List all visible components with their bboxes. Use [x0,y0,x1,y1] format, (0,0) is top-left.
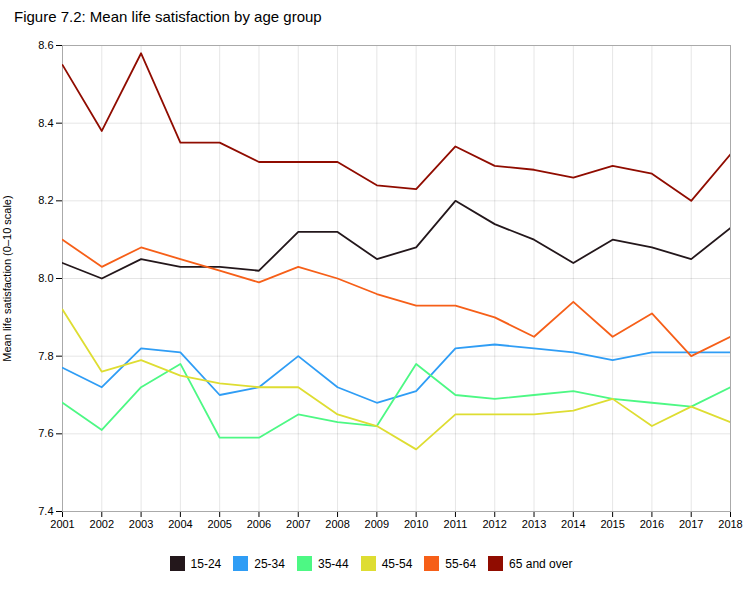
svg-text:2009: 2009 [365,518,389,530]
svg-text:2017: 2017 [679,518,703,530]
svg-text:2005: 2005 [207,518,231,530]
svg-text:8.2: 8.2 [38,194,53,206]
svg-text:Mean life satisfaction (0–10 s: Mean life satisfaction (0–10 scale) [1,195,13,361]
svg-text:7.4: 7.4 [38,505,53,517]
svg-text:2015: 2015 [600,518,624,530]
svg-text:2011: 2011 [444,518,468,530]
html-text:55-64: 55-64 [445,556,477,571]
svg-text:2001: 2001 [50,518,74,530]
svg-text:2012: 2012 [482,518,506,530]
html-text:25-34: 25-34 [254,556,285,571]
svg-text:8.0: 8.0 [38,272,53,284]
svg-text:8.6: 8.6 [38,39,53,51]
html-text:35-44: 35-44 [318,556,349,571]
svg-text:7.8: 7.8 [38,350,53,362]
svg-text:2013: 2013 [522,518,546,530]
svg-text:2002: 2002 [90,518,114,530]
svg-text:2016: 2016 [640,518,664,530]
svg-text:2007: 2007 [286,518,310,530]
svg-text:2004: 2004 [168,518,192,530]
svg-text:2014: 2014 [561,518,585,530]
svg-text:8.4: 8.4 [38,117,53,129]
svg-text:2003: 2003 [129,518,153,530]
svg-text:7.6: 7.6 [38,427,53,439]
html-text:Figure 7.2: Mean life satisfac: Figure 7.2: Mean life satisfaction by ag… [14,8,322,25]
svg-text:2010: 2010 [404,518,428,530]
svg-text:2008: 2008 [325,518,349,530]
html-text:15-24: 15-24 [190,556,222,571]
svg-text:2006: 2006 [247,518,271,530]
html-text:45-54: 45-54 [381,556,413,571]
svg-text:2018: 2018 [718,518,742,530]
html-text:65 and over: 65 and over [509,556,573,571]
